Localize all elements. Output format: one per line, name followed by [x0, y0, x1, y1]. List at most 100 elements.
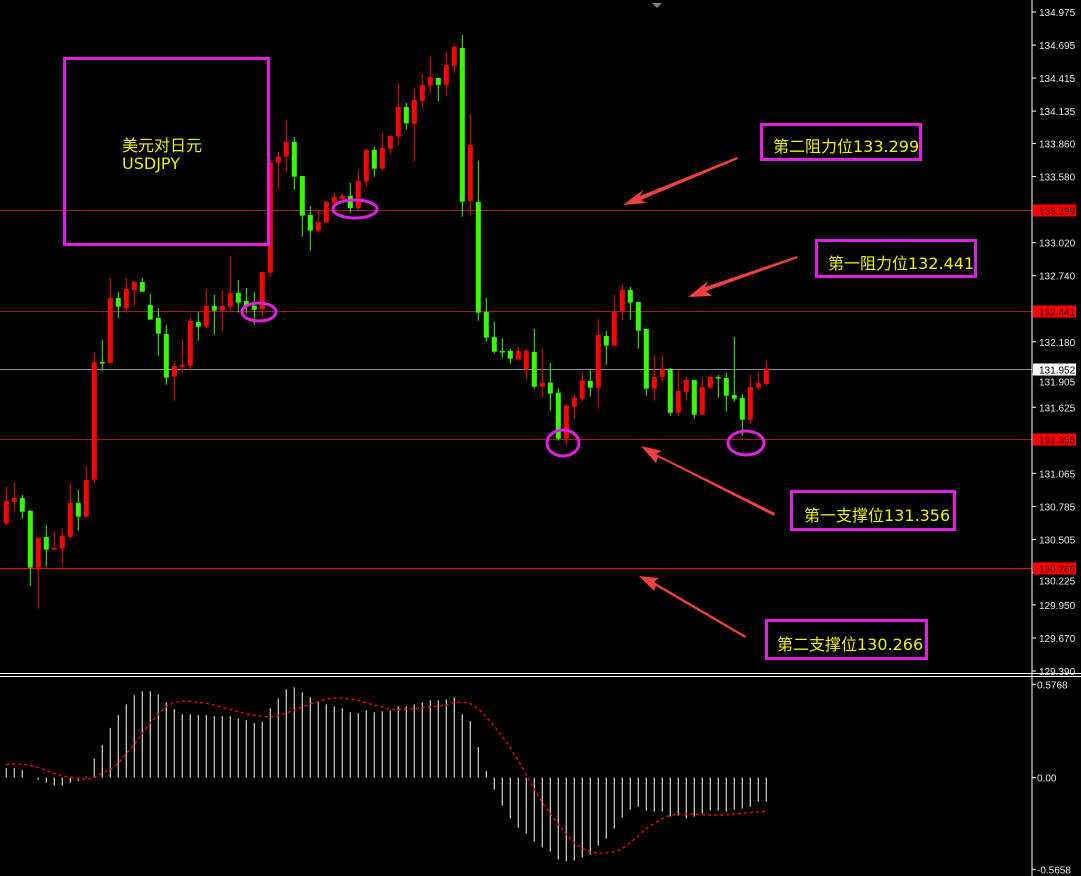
candle-body: [747, 386, 753, 420]
level-price-tag: [1033, 433, 1076, 446]
macd-axis-tick-label: 0.5768: [1037, 680, 1068, 691]
candle-body: [379, 147, 385, 169]
candle-body: [731, 395, 737, 399]
chart-shift-marker-icon[interactable]: [652, 3, 662, 8]
candle-body: [531, 351, 537, 387]
level-price-tag-label: 130.266: [1039, 565, 1076, 576]
candle-body: [683, 380, 689, 392]
candle-body: [131, 281, 137, 290]
candle-body: [67, 502, 73, 537]
candle-body: [123, 288, 129, 308]
candle-body: [571, 397, 577, 407]
candle-body: [435, 77, 441, 85]
candle-body: [355, 180, 361, 208]
highlight-ellipses: [240, 198, 766, 458]
candle-body: [11, 498, 17, 502]
candle-body: [475, 201, 481, 313]
axis-tick-label: 129.670: [1039, 634, 1076, 645]
macd-axis-tick-label: 0.00: [1037, 774, 1057, 785]
candle-body: [539, 382, 545, 387]
candle-body: [315, 221, 321, 231]
bid-price-tag: [1033, 363, 1076, 376]
arrow-icon-resistance2: [623, 157, 738, 205]
candle-body: [307, 214, 313, 231]
macd-indicator: [5, 687, 767, 862]
candle-body: [691, 380, 697, 415]
candle-body: [219, 305, 225, 311]
axis-tick-label: 132.180: [1039, 338, 1076, 349]
axis-tick-label: 129.950: [1039, 601, 1076, 612]
highlight-ellipse: [240, 301, 278, 323]
level-price-tag: [1033, 562, 1076, 575]
candle-body: [491, 336, 497, 352]
axis-tick-label: 131.065: [1039, 469, 1076, 480]
axis-tick-label: 134.415: [1039, 74, 1076, 85]
candle-body: [483, 311, 489, 338]
candle-body: [739, 397, 745, 420]
candle-body: [275, 156, 281, 163]
candle-body: [635, 301, 641, 331]
support1-label: 第一支撑位131.356: [804, 506, 951, 525]
resistance2-label: 第二阻力位133.299: [773, 137, 920, 156]
candle-body: [339, 195, 345, 200]
support2-label: 第二支撑位130.266: [777, 635, 924, 654]
candles: [3, 35, 769, 609]
candle-body: [587, 380, 593, 388]
candle-body: [627, 289, 633, 303]
candle-body: [51, 547, 57, 550]
candle-body: [707, 376, 713, 388]
level-price-tag: [1033, 204, 1076, 217]
candle-body: [699, 386, 705, 415]
candle-body: [115, 298, 121, 307]
candle-body: [515, 350, 521, 360]
axis-tick-label: 133.580: [1039, 173, 1076, 184]
candle-body: [427, 77, 433, 86]
axis-tick-label: 134.695: [1039, 41, 1076, 52]
candle-body: [59, 536, 65, 549]
candle-body: [75, 502, 81, 517]
arrow-icon-resistance1: [688, 256, 798, 297]
level-price-tag: [1033, 305, 1076, 318]
symbol-label-box: 美元对日元 USDJPY: [63, 57, 270, 246]
candle-body: [347, 195, 353, 208]
candle-body: [395, 106, 401, 137]
candle-body: [723, 378, 729, 396]
candle-body: [563, 405, 569, 439]
level-price-tag-label: 131.356: [1039, 436, 1076, 447]
support1-label-box: 第一支撑位131.356: [790, 490, 956, 531]
candle-body: [467, 144, 473, 201]
price-axis: 134.975 134.695 134.415 134.135 133.860 133.5…: [1032, 8, 1076, 678]
candle-body: [171, 365, 177, 377]
candle-body: [523, 350, 529, 370]
candle-body: [331, 197, 337, 203]
symbol-name-chinese: 美元对日元: [122, 136, 203, 155]
candle-body: [3, 500, 9, 524]
axis-tick-label: 133.020: [1039, 239, 1076, 250]
candle-body: [147, 304, 153, 320]
candle-body: [83, 479, 89, 517]
axis-tick-label: 132.740: [1039, 272, 1076, 283]
resistance1-label-box: 第一阻力位132.441: [815, 239, 977, 278]
candle-body: [499, 350, 505, 353]
resistance1-label: 第一阻力位132.441: [828, 254, 975, 273]
highlight-ellipse: [726, 429, 766, 457]
macd-signal-line: [6, 697, 767, 854]
candle-body: [187, 320, 193, 366]
candle-body: [451, 46, 457, 66]
candle-body: [35, 538, 41, 568]
highlight-ellipse: [331, 198, 379, 220]
candle-body: [403, 106, 409, 124]
candle-body: [371, 149, 377, 169]
candle-body: [579, 380, 585, 399]
candle-body: [163, 334, 169, 378]
candle-body: [107, 298, 113, 363]
axis-tick-label: 130.225: [1039, 577, 1076, 588]
candle-body: [211, 305, 217, 311]
candle-body: [235, 292, 241, 303]
arrow-icon-support1: [641, 446, 775, 516]
candle-body: [651, 376, 657, 389]
candle-body: [19, 498, 25, 512]
axis-tick-label: 130.785: [1039, 502, 1076, 513]
candle-body: [411, 100, 417, 124]
